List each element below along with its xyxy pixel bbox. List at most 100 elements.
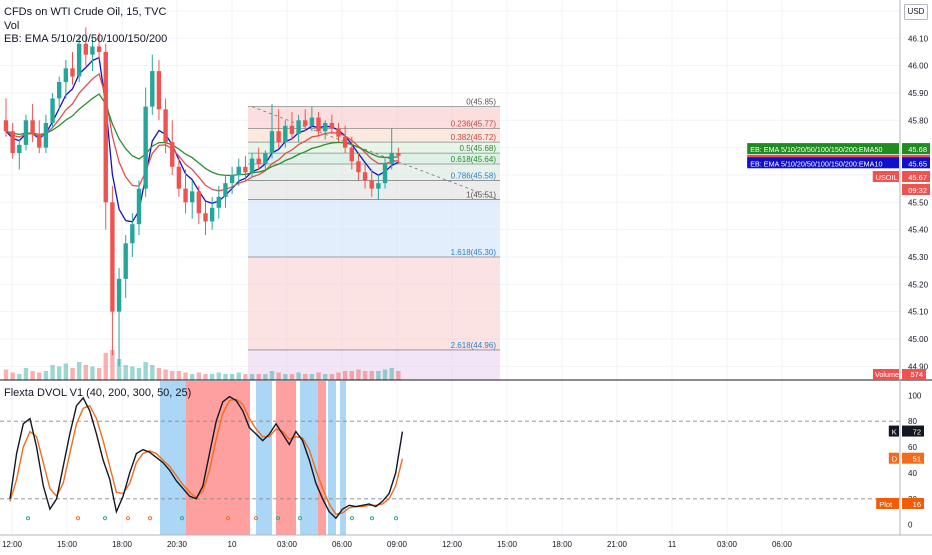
oscillator-zone [186,381,250,535]
time-axis-label: 03:00 [277,540,298,549]
candle-body [289,125,295,134]
volume-bar [130,366,135,380]
price-tag-value-bg [902,171,930,182]
fib-trend-line [251,106,499,200]
signal-dot [297,516,303,521]
oscillator-zone [160,381,186,535]
candle-body [96,46,102,52]
ema-tag-label-text: USOIL [876,173,898,182]
price-tag-value-text: 45.65 [908,159,927,168]
volume-bar [309,374,315,380]
price-tag-value-bg [902,157,930,169]
volume-tag-label: Volume [875,370,899,379]
candle-body [362,172,368,181]
candle-body [229,174,235,184]
time-axis-label: 11 [668,540,677,549]
signal-dot [25,516,31,521]
candle [236,158,241,186]
ema-tag-label-text: EB: EMA 5/10/20/50/100/150/200:EMA50 [750,145,882,154]
k-badge-label-bg [888,425,899,437]
candle [323,120,328,140]
currency-button[interactable]: USD [904,4,928,20]
volume-bar [163,369,168,380]
k-badge: K 72 [888,425,924,437]
signal-dot [393,516,399,521]
candle-body [76,43,82,77]
volume-bar [256,374,261,380]
volume-legend[interactable]: Vol [4,20,20,32]
candle [83,27,88,66]
fibonacci-retracement[interactable]: 0(45.85) 0.236(45.77) 0.382(45.72) 0.5(45.6… [248,98,500,380]
candle-body [356,161,361,173]
volume-bar [289,374,295,380]
oscillator-zone [318,381,326,535]
candle-body [136,188,142,225]
candle [376,174,381,200]
volume-bar [269,371,275,380]
candle [156,60,162,121]
volume-bar [37,372,42,380]
oscillator-zone [276,381,296,535]
candle-body [283,125,288,143]
candle-body [296,120,301,134]
volume-bar [376,371,381,380]
candle [10,123,15,159]
volume-bar [203,374,208,380]
volume-bar [76,362,82,380]
volume-bar [50,365,55,380]
volume-bar [70,368,75,380]
price-tag-value-text: 09:32 [908,186,927,195]
candle [190,180,195,219]
volume-bar [176,371,182,380]
fib-level-label: 1.618(45.30) [451,248,497,257]
candle-body [150,71,155,107]
fib-level-label: 0.236(45.77) [451,119,497,128]
indicator-title[interactable]: Flexta DVOL V1 (40, 200, 300, 50, 25) [4,387,192,399]
volume-bar [57,366,62,380]
k-badge-value-bg [902,425,924,437]
candle-body [209,207,215,222]
candle [116,267,122,367]
volume-bars [3,350,401,380]
ema-legend[interactable]: EB: EMA 5/10/20/50/100/150/200 [4,33,168,45]
candlesticks [3,27,401,367]
fib-zone [248,142,500,154]
candle [269,103,275,159]
time-axis-label: 15:00 [497,540,518,549]
candle-body [103,51,108,203]
volume-bar [209,374,215,380]
oscillator-zone [328,381,336,535]
signal-dot [75,516,81,521]
candle [136,180,142,236]
volume-bar [30,371,35,380]
candle [362,164,368,189]
price-axis-label: 45.20 [908,280,929,289]
candle-body [130,224,135,244]
oscillator-zone [256,381,272,535]
volume-bar [329,374,335,380]
fib-level-label: 0(45.85) [466,98,496,107]
candle-body [110,202,115,312]
volume-bar [362,371,368,380]
symbol-title[interactable]: CFDs on WTI Crude Oil, 15, TVC [4,6,167,18]
candle [110,185,115,356]
candle [130,213,135,257]
volume-bar [323,374,328,380]
candle [329,114,335,134]
volume-bar [316,372,321,380]
plot-badge-value-bg [902,497,924,509]
candle-body [143,106,148,189]
candle [50,92,55,129]
price-axis-label: 45.90 [908,89,929,98]
volume-bar [236,372,241,380]
candle-body [269,131,275,154]
volume-bar [183,372,188,380]
candle-body [369,180,374,189]
price-axis-label: 45.50 [908,198,929,207]
volume-bar [263,374,268,380]
volume-bar [369,371,374,380]
volume-tag-value: 574 [910,370,923,379]
volume-bar [336,372,341,380]
price-tags: EB: EMA 5/10/20/50/100/150/200:EMA50 45.6… [747,143,930,509]
